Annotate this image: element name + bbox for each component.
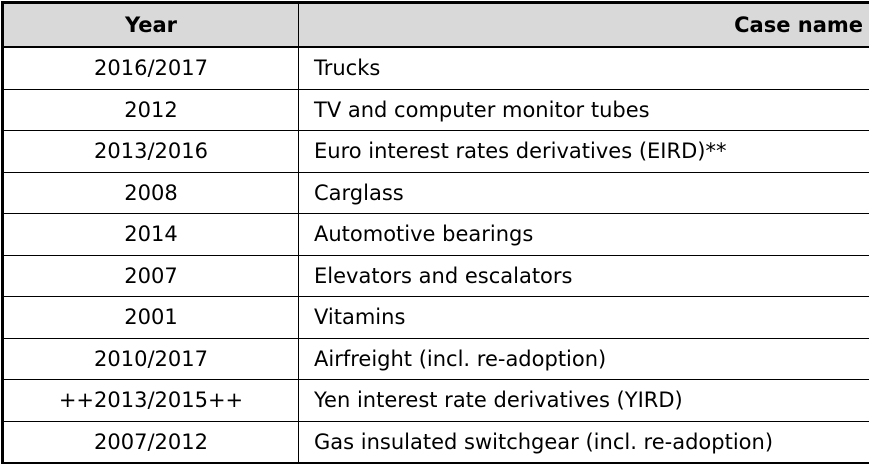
case-name-cell: TV and computer monitor tubes (299, 89, 869, 131)
year-cell: 2012 (3, 89, 299, 131)
case-name-cell: Automotive bearings (299, 214, 869, 256)
case-name-cell: Elevators and escalators (299, 255, 869, 297)
year-cell: 2007/2012 (3, 421, 299, 463)
year-cell: 2007 (3, 255, 299, 297)
case-name-cell: Yen interest rate derivatives (YIRD) (299, 380, 869, 422)
case-name-cell: Vitamins (299, 297, 869, 339)
case-name-cell: Airfreight (incl. re-adoption) (299, 338, 869, 380)
year-cell: 2001 (3, 297, 299, 339)
year-cell: 2014 (3, 214, 299, 256)
year-cell: 2008 (3, 172, 299, 214)
case-name-cell: Carglass (299, 172, 869, 214)
case-name-cell: Gas insulated switchgear (incl. re-adopt… (299, 421, 869, 463)
case-name-cell: Euro interest rates derivatives (EIRD)** (299, 131, 869, 173)
table-row: ++2013/2015++Yen interest rate derivativ… (3, 380, 869, 422)
header-row: Year Case name (3, 3, 869, 48)
year-cell: ++2013/2015++ (3, 380, 299, 422)
year-cell: 2013/2016 (3, 131, 299, 173)
year-cell: 2010/2017 (3, 338, 299, 380)
header-cell: Case name (299, 3, 869, 48)
header-cell: Year (3, 3, 299, 48)
year-cell: 2016/2017 (3, 47, 299, 89)
case-name-cell: Trucks (299, 47, 869, 89)
